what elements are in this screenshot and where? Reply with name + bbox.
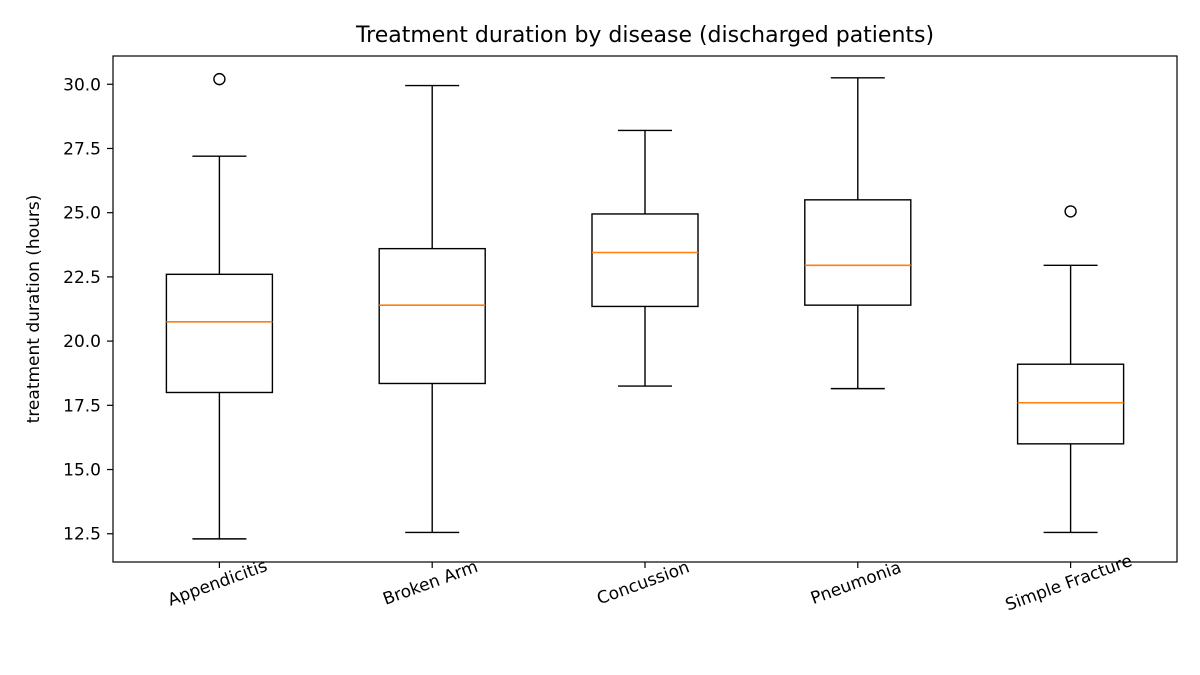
y-tick-label: 15.0: [63, 461, 101, 481]
chart-title: Treatment duration by disease (discharge…: [355, 23, 934, 48]
y-tick-label: 27.5: [63, 139, 101, 159]
x-tick-label: Concussion: [594, 557, 692, 609]
y-tick-label: 30.0: [63, 75, 101, 95]
y-tick-label: 20.0: [63, 332, 101, 352]
x-tick-label: Broken Arm: [380, 557, 480, 610]
x-tick-label: Simple Fracture: [1003, 551, 1135, 615]
outlier-point: [213, 72, 226, 86]
y-tick-label: 17.5: [63, 396, 101, 416]
y-axis-label: treatment duration (hours): [24, 195, 44, 424]
box-iqr: [591, 213, 699, 308]
box-iqr: [1016, 363, 1125, 445]
box-iqr: [378, 247, 486, 385]
box-iqr: [804, 199, 912, 306]
outlier-point: [1064, 205, 1077, 218]
box-iqr: [165, 273, 274, 394]
y-tick-label: 22.5: [63, 268, 101, 288]
x-tick-label: Appendicitis: [165, 556, 270, 611]
x-tick-label: Pneumonia: [808, 558, 904, 609]
y-tick-label: 25.0: [63, 204, 101, 224]
y-tick-label: 12.5: [63, 525, 101, 545]
